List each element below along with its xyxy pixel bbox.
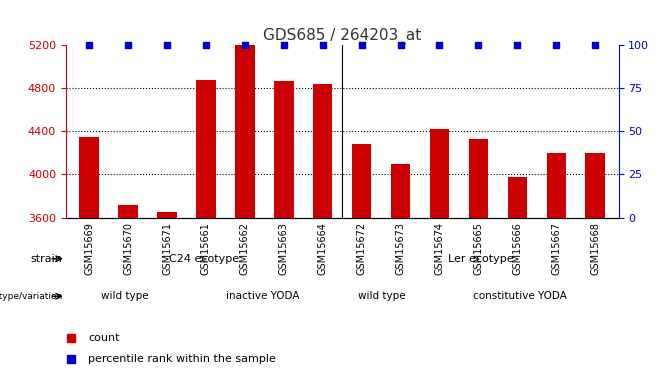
Text: wild type: wild type: [358, 291, 405, 301]
Point: [473, 42, 484, 48]
Point: [278, 42, 289, 48]
Bar: [196, 80, 216, 218]
Title: GDS685 / 264203_at: GDS685 / 264203_at: [263, 27, 421, 44]
Bar: [391, 164, 411, 218]
Point: [512, 42, 522, 48]
Point: [162, 42, 172, 48]
Bar: [430, 129, 449, 218]
Point: [123, 42, 134, 48]
Bar: [468, 139, 488, 218]
Point: [84, 42, 94, 48]
Point: [590, 42, 601, 48]
Text: constitutive YODA: constitutive YODA: [473, 291, 567, 301]
Text: wild type: wild type: [101, 291, 149, 301]
Bar: [235, 45, 255, 218]
Bar: [547, 153, 566, 218]
Bar: [586, 153, 605, 218]
Text: Ler ecotype: Ler ecotype: [447, 254, 513, 264]
Text: strain: strain: [31, 254, 63, 264]
Bar: [118, 205, 138, 218]
Bar: [274, 81, 293, 218]
Bar: [313, 84, 332, 218]
Point: [357, 42, 367, 48]
Bar: [352, 144, 371, 218]
Point: [434, 42, 445, 48]
Text: percentile rank within the sample: percentile rank within the sample: [88, 354, 276, 363]
Point: [551, 42, 561, 48]
Bar: [157, 212, 177, 217]
Bar: [507, 177, 527, 218]
Text: inactive YODA: inactive YODA: [226, 291, 300, 301]
Text: genotype/variation: genotype/variation: [0, 292, 63, 301]
Point: [317, 42, 328, 48]
Point: [395, 42, 406, 48]
Point: [201, 42, 211, 48]
Text: C24 ecotype: C24 ecotype: [169, 254, 239, 264]
Bar: [80, 136, 99, 218]
Text: count: count: [88, 333, 119, 343]
Point: [240, 42, 250, 48]
